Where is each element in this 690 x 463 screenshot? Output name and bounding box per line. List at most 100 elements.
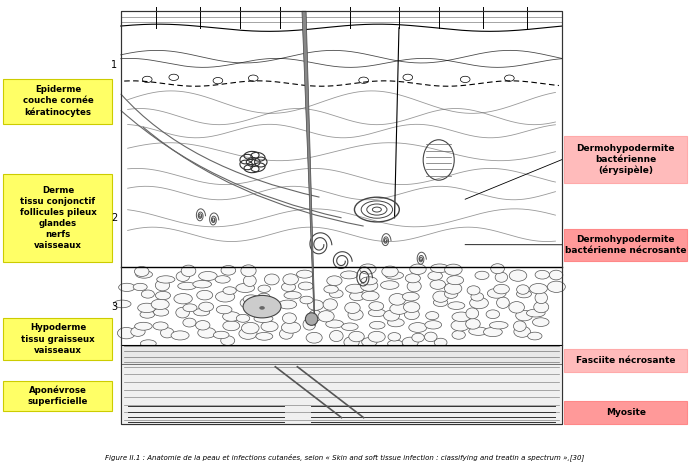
- Ellipse shape: [254, 315, 273, 323]
- Ellipse shape: [489, 321, 508, 329]
- Ellipse shape: [136, 271, 152, 278]
- Text: Fasciite nécrosante: Fasciite nécrosante: [576, 356, 676, 365]
- Ellipse shape: [433, 291, 448, 302]
- Ellipse shape: [360, 280, 378, 291]
- Ellipse shape: [308, 300, 324, 310]
- Ellipse shape: [221, 265, 236, 275]
- Ellipse shape: [497, 297, 509, 308]
- Ellipse shape: [359, 264, 376, 274]
- Ellipse shape: [341, 271, 358, 279]
- Ellipse shape: [466, 308, 479, 319]
- FancyBboxPatch shape: [564, 229, 687, 261]
- Ellipse shape: [262, 302, 278, 313]
- Ellipse shape: [404, 302, 420, 313]
- Ellipse shape: [264, 274, 279, 285]
- Ellipse shape: [257, 293, 270, 301]
- Ellipse shape: [466, 319, 480, 329]
- Ellipse shape: [153, 308, 169, 316]
- Ellipse shape: [514, 326, 531, 338]
- FancyBboxPatch shape: [564, 400, 687, 424]
- Ellipse shape: [382, 266, 398, 277]
- Ellipse shape: [452, 331, 465, 339]
- Ellipse shape: [484, 327, 502, 337]
- Ellipse shape: [388, 319, 404, 327]
- Ellipse shape: [362, 338, 377, 347]
- Ellipse shape: [176, 307, 189, 318]
- Ellipse shape: [239, 328, 257, 339]
- Ellipse shape: [385, 271, 404, 279]
- Text: Dermohypodermite
bactérienne
(érysipèle): Dermohypodermite bactérienne (érysipèle): [577, 144, 675, 175]
- Text: Dermohypodermite
bactérienne nécrosante: Dermohypodermite bactérienne nécrosante: [565, 235, 687, 255]
- Ellipse shape: [362, 291, 379, 301]
- Ellipse shape: [240, 298, 254, 308]
- FancyBboxPatch shape: [3, 79, 112, 124]
- Ellipse shape: [434, 338, 447, 347]
- Ellipse shape: [533, 318, 549, 326]
- Ellipse shape: [526, 309, 545, 317]
- Ellipse shape: [384, 310, 400, 321]
- Ellipse shape: [141, 290, 155, 298]
- Ellipse shape: [345, 302, 360, 313]
- Ellipse shape: [194, 308, 210, 316]
- Ellipse shape: [444, 264, 462, 275]
- Ellipse shape: [516, 290, 531, 298]
- Ellipse shape: [402, 292, 420, 301]
- Ellipse shape: [279, 329, 293, 339]
- Ellipse shape: [283, 274, 298, 285]
- Ellipse shape: [117, 327, 135, 339]
- Ellipse shape: [530, 283, 547, 294]
- Ellipse shape: [452, 312, 471, 322]
- Ellipse shape: [318, 311, 334, 322]
- Ellipse shape: [535, 270, 549, 279]
- Ellipse shape: [298, 282, 313, 290]
- Ellipse shape: [350, 291, 364, 301]
- Ellipse shape: [282, 322, 301, 333]
- Ellipse shape: [135, 267, 149, 276]
- Ellipse shape: [549, 270, 563, 280]
- Ellipse shape: [181, 265, 196, 276]
- Ellipse shape: [199, 302, 214, 312]
- Ellipse shape: [509, 301, 524, 313]
- Ellipse shape: [408, 323, 427, 332]
- Ellipse shape: [430, 280, 446, 289]
- Ellipse shape: [534, 301, 549, 313]
- Ellipse shape: [388, 332, 401, 341]
- Ellipse shape: [323, 299, 337, 310]
- Ellipse shape: [346, 284, 364, 293]
- Ellipse shape: [388, 340, 403, 347]
- Ellipse shape: [410, 264, 426, 275]
- Ellipse shape: [236, 283, 255, 293]
- Text: Hypoderme
tissu graisseux
vaisseaux: Hypoderme tissu graisseux vaisseaux: [21, 324, 95, 355]
- Ellipse shape: [368, 332, 385, 342]
- Ellipse shape: [183, 304, 197, 312]
- Ellipse shape: [176, 271, 190, 282]
- Ellipse shape: [493, 284, 509, 294]
- Ellipse shape: [327, 276, 342, 286]
- Ellipse shape: [467, 286, 480, 295]
- Ellipse shape: [140, 311, 155, 318]
- Ellipse shape: [309, 310, 322, 321]
- Ellipse shape: [241, 322, 259, 334]
- Ellipse shape: [153, 322, 168, 330]
- Ellipse shape: [261, 321, 278, 332]
- Ellipse shape: [426, 312, 439, 320]
- Ellipse shape: [279, 300, 297, 309]
- Ellipse shape: [412, 333, 424, 342]
- Ellipse shape: [135, 322, 152, 330]
- Ellipse shape: [433, 299, 448, 307]
- Circle shape: [259, 306, 265, 310]
- FancyBboxPatch shape: [3, 381, 112, 412]
- Ellipse shape: [444, 283, 462, 294]
- Ellipse shape: [300, 296, 313, 304]
- Ellipse shape: [324, 285, 338, 293]
- Ellipse shape: [402, 337, 418, 348]
- Ellipse shape: [178, 282, 197, 290]
- Ellipse shape: [195, 320, 210, 330]
- Ellipse shape: [348, 332, 364, 342]
- Ellipse shape: [495, 272, 508, 282]
- Ellipse shape: [133, 283, 147, 291]
- Ellipse shape: [381, 281, 399, 289]
- Text: Epiderme
couche cornée
kératinocytes: Epiderme couche cornée kératinocytes: [23, 85, 93, 117]
- Ellipse shape: [390, 303, 408, 314]
- Ellipse shape: [183, 318, 196, 327]
